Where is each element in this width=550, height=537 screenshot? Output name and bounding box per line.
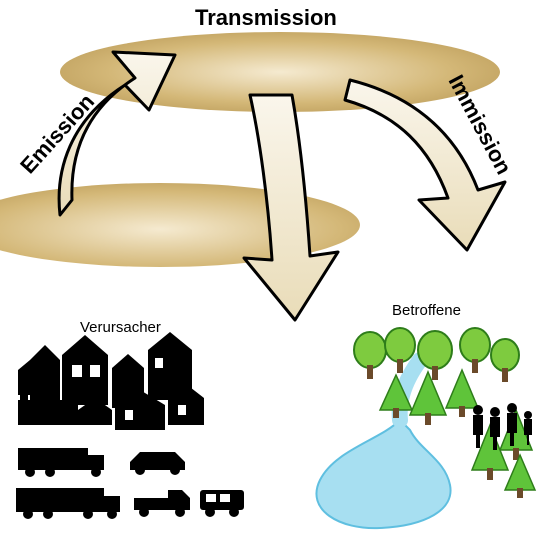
round-trees bbox=[354, 328, 519, 382]
betroffene-label: Betroffene bbox=[392, 302, 461, 319]
diagram-canvas: Transmission Emission Immission Verursac… bbox=[0, 0, 550, 537]
betroffene-group bbox=[316, 328, 535, 528]
vehicles-icon bbox=[16, 448, 244, 519]
emission-label: Emission bbox=[15, 89, 99, 178]
buildings-icon bbox=[18, 332, 204, 430]
water-icon bbox=[316, 420, 450, 528]
transmission-label: Transmission bbox=[195, 5, 337, 30]
verursacher-label: Verursacher bbox=[80, 319, 161, 336]
verursacher-group bbox=[16, 332, 244, 519]
